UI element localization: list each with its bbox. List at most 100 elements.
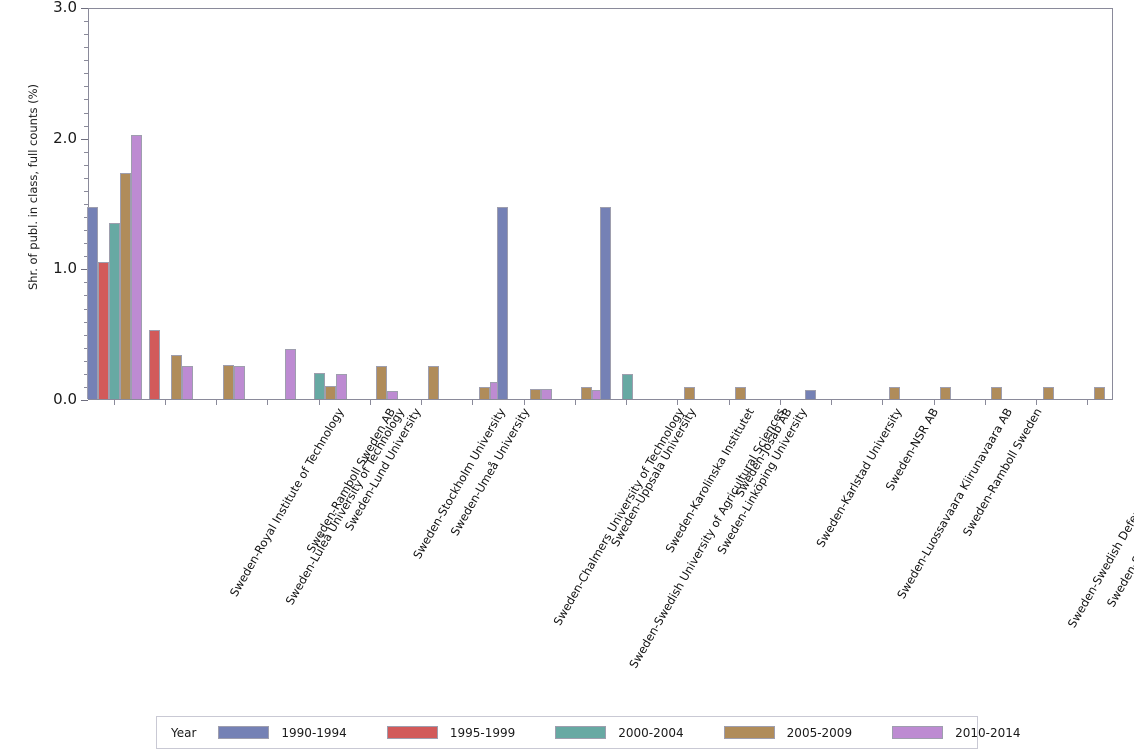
bar — [149, 329, 161, 399]
legend-entry[interactable]: 1990-1994 — [218, 726, 347, 740]
legend-swatch — [892, 726, 944, 739]
y-tick-minor — [84, 204, 88, 205]
legend-swatch — [723, 726, 775, 739]
legend-title: Year — [171, 725, 197, 740]
y-tick-minor — [84, 151, 88, 153]
legend: Year 1990-1994 1995-1999 2000-2004 2005-200… — [156, 716, 1021, 749]
y-tick-minor — [84, 334, 88, 336]
x-tick — [677, 400, 679, 405]
y-tick-minor — [84, 47, 88, 49]
legend-label: 2000-2004 — [618, 725, 684, 740]
x-tick — [1036, 400, 1038, 405]
bar — [478, 387, 490, 399]
y-tick-minor — [84, 321, 88, 323]
bar — [182, 366, 194, 399]
bars-layer — [87, 9, 1112, 399]
x-tick — [882, 400, 884, 405]
bar — [497, 206, 509, 399]
y-axis: Shr. of publ. in class, full counts (%) … — [0, 0, 88, 409]
y-tick-minor — [84, 125, 88, 127]
y-tick-minor — [84, 177, 88, 179]
y-tick-minor — [84, 112, 88, 114]
x-tick — [574, 400, 576, 405]
y-tick-minor — [84, 243, 88, 245]
bar — [171, 354, 183, 399]
y-tick-minor — [84, 360, 88, 362]
x-tick — [113, 400, 115, 405]
legend-label: 2010-2014 — [955, 725, 1021, 740]
x-tick — [831, 400, 833, 405]
legend-entry[interactable]: 2010-2014 — [892, 725, 1021, 740]
x-tick — [626, 400, 628, 405]
bar — [98, 261, 110, 399]
bar — [599, 206, 611, 399]
bar — [387, 391, 399, 399]
y-tick-label: 0.0 — [53, 390, 77, 408]
bar — [120, 172, 132, 399]
y-tick-minor — [84, 73, 88, 75]
bar — [325, 385, 337, 399]
y-tick-minor — [84, 386, 88, 388]
bar — [991, 387, 1003, 399]
y-tick-minor — [84, 373, 88, 375]
x-tick — [523, 400, 525, 405]
bar — [284, 349, 296, 399]
x-tick — [216, 400, 218, 405]
y-tick-minor — [84, 86, 88, 88]
x-tick — [779, 400, 781, 405]
legend-entry[interactable]: 1995-1999 — [386, 726, 515, 740]
bar — [581, 387, 593, 399]
x-axis-label: Sweden-Luleå University of Technology — [282, 405, 408, 608]
bar — [376, 366, 388, 399]
legend-swatch — [386, 726, 438, 739]
y-tick-minor — [84, 308, 88, 310]
legend-entry[interactable]: 2000-2004 — [555, 725, 684, 740]
bar — [530, 388, 542, 399]
y-tick-minor — [84, 21, 88, 23]
x-tick — [421, 400, 423, 405]
bar — [940, 387, 952, 399]
x-tick — [728, 400, 730, 405]
bar — [735, 387, 747, 399]
x-tick — [1087, 400, 1089, 405]
x-tick — [318, 400, 320, 405]
x-tick — [267, 400, 269, 405]
y-tick-label: 1.0 — [53, 259, 77, 278]
y-tick-major — [81, 269, 88, 271]
y-tick-minor — [84, 282, 88, 284]
bar — [131, 135, 143, 399]
x-tick — [472, 400, 474, 405]
y-tick-minor — [84, 347, 88, 349]
x-tick — [933, 400, 935, 405]
y-axis-title: Shr. of publ. in class, full counts (%) — [26, 83, 40, 291]
y-tick-minor — [84, 34, 88, 36]
legend-entry[interactable]: 2005-2009 — [723, 725, 853, 740]
x-axis-label: Sweden-Swedish Defence Research Agency — [1064, 406, 1134, 631]
x-axis-ticks — [88, 400, 1113, 406]
y-tick-minor — [84, 295, 88, 297]
legend-swatch — [555, 726, 607, 739]
y-tick-minor — [84, 60, 88, 62]
bar — [222, 365, 234, 399]
bar — [804, 389, 816, 399]
plot-area — [87, 8, 1113, 400]
bar — [427, 366, 439, 399]
y-tick-minor — [84, 164, 88, 166]
bar — [109, 222, 121, 399]
legend-label: 2005-2009 — [786, 725, 853, 740]
y-tick-minor — [84, 190, 88, 192]
legend-swatch — [218, 726, 270, 739]
bar — [233, 366, 245, 399]
x-axis-labels: Sweden-Royal Institute of Technology Swed… — [0, 405, 1134, 671]
bar — [541, 388, 553, 399]
y-tick-minor — [84, 256, 88, 258]
y-tick-minor — [84, 230, 88, 232]
bar — [87, 206, 99, 399]
x-axis-label: Sweden-Swedish Geotechnical Institute — [1103, 406, 1134, 610]
x-tick — [369, 400, 371, 405]
y-tick-label: 2.0 — [53, 128, 77, 147]
bar — [683, 387, 695, 399]
y-tick-major — [81, 8, 88, 9]
bar — [1093, 387, 1105, 399]
